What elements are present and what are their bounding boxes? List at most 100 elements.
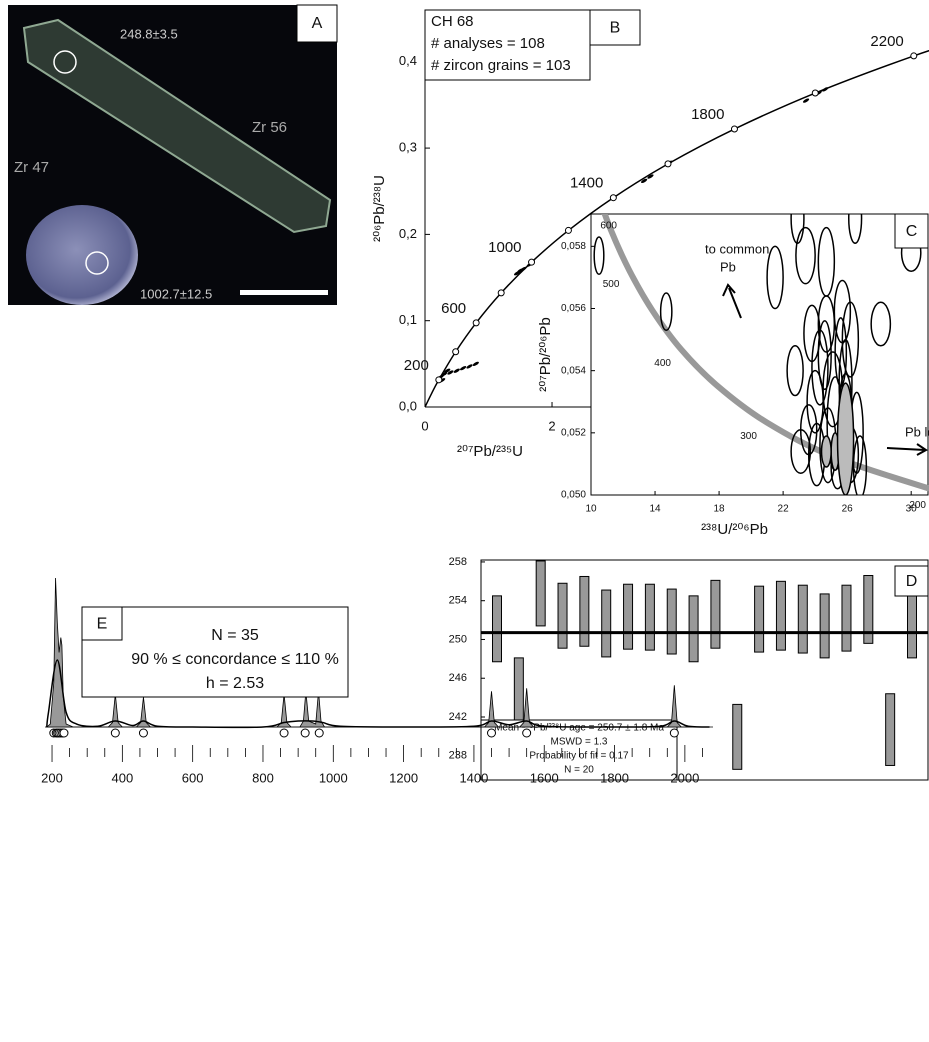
error-ellipse [820,435,832,468]
error-ellipse [870,301,892,347]
y-tick-label: 0,058 [561,241,586,252]
age-marker [664,160,672,168]
y-axis-label: ²⁰⁷Pb/²⁰⁶Pb [537,317,554,391]
age-marker [564,226,572,234]
analysis [466,364,473,369]
age-annotation: 1002.7±12.5 [140,286,212,301]
info-text: # analyses = 108 [431,35,545,52]
age-annotation: 248.8±3.5 [120,26,178,41]
panel-c: 0,050 0,052 0,054 0,056 0,058 10 14 18 22 26 30 ²⁰⁷… [537,213,929,538]
age-marker [472,319,480,327]
x-tick-label: 0 [421,418,428,433]
analysis [472,361,479,366]
x-tick-label: 1400 [459,770,488,785]
age-circle [487,728,497,738]
arrow [886,443,928,456]
stats-text: N = 35 [211,627,259,644]
x-tick-label: 30 [906,504,918,515]
error-bar [688,595,699,663]
x-axis-label: ²⁰⁷Pb/²³⁵U [457,443,523,460]
y-tick-label: 250 [449,633,467,645]
panel-label: A [312,15,323,32]
error-bar [841,584,852,652]
y-tick-label: 258 [449,556,467,568]
y-tick-label: 0,052 [561,427,586,438]
error-bar [754,585,765,653]
x-tick-label: 600 [182,770,204,785]
error-bar [819,593,830,659]
age-marker [910,52,918,60]
x-axis-label: ²³⁸U/²⁰⁶Pb [701,521,768,538]
error-bar [885,693,896,766]
age-label: 1000 [488,239,521,256]
info-text: # zircon grains = 103 [431,57,571,74]
panel-label-box [589,9,641,46]
panel-e: 200 400 600 800 1000 1200 1400 1600 1800 2000 N = … [41,577,713,785]
y-tick-label: 242 [449,711,467,723]
x-tick-label: 22 [778,504,790,515]
age-circle [59,728,69,738]
age-label: 1400 [570,175,603,192]
error-bar [535,560,546,627]
error-ellipse [806,369,824,434]
error-bar [557,582,568,649]
analysis [802,98,810,103]
spot [53,50,77,74]
x-tick-label: 1600 [530,770,559,785]
x-tick-label: 2 [548,418,555,433]
error-bar [644,583,655,651]
x-tick-label: 1800 [600,770,629,785]
plot-area [593,214,929,495]
panel-label: D [906,573,918,590]
age-circle [110,728,120,738]
x-tick-label: 18 [714,504,726,515]
panel-label-box [81,606,123,641]
error-ellipse [786,345,804,397]
zircon-grain [22,18,332,234]
x-tick-label: 800 [252,770,274,785]
age-marker [811,89,819,97]
panel-frame [590,213,929,496]
error-ellipse [593,236,605,276]
error-bar [732,703,743,770]
panel-label-box [894,565,929,597]
y-tick-label: 254 [449,595,467,607]
error-bar [579,575,590,647]
age-marker [435,376,443,384]
age-marker [452,348,460,356]
error-ellipse [836,382,855,495]
error-bar [710,579,721,649]
error-ellipse [795,226,816,285]
age-label: 300 [740,431,757,442]
info-text: CH 68 [431,13,474,30]
analysis [440,372,448,377]
error-bar [492,595,502,663]
zircon-grain [26,205,138,305]
y-axis-label: ²⁰⁶Pb/²³⁸U [371,175,388,242]
panel-label-box [296,4,338,43]
panel-label: B [610,20,621,37]
error-bar [797,584,808,654]
age-marker [609,194,617,202]
stats-box [81,606,349,698]
annotation: to common [705,241,769,256]
scale-bar [240,290,328,295]
spot [85,251,109,275]
age-circle [314,728,324,738]
x-tick-label: 2000 [670,770,699,785]
age-label: 200 [404,357,429,374]
age-label: 200 [909,500,926,511]
error-ellipse [766,245,784,310]
error-bar [666,588,677,655]
age-marker [730,125,738,133]
plot-area [425,49,929,407]
error-ellipse [817,320,832,391]
analysis [453,368,460,373]
x-tick-label: 14 [649,504,661,515]
age-circle [300,728,310,738]
age-circle [669,728,679,738]
analysis [647,174,654,179]
error-bar [513,657,524,722]
age-label: 500 [603,279,620,290]
y-tick-label: 0,050 [561,490,586,501]
